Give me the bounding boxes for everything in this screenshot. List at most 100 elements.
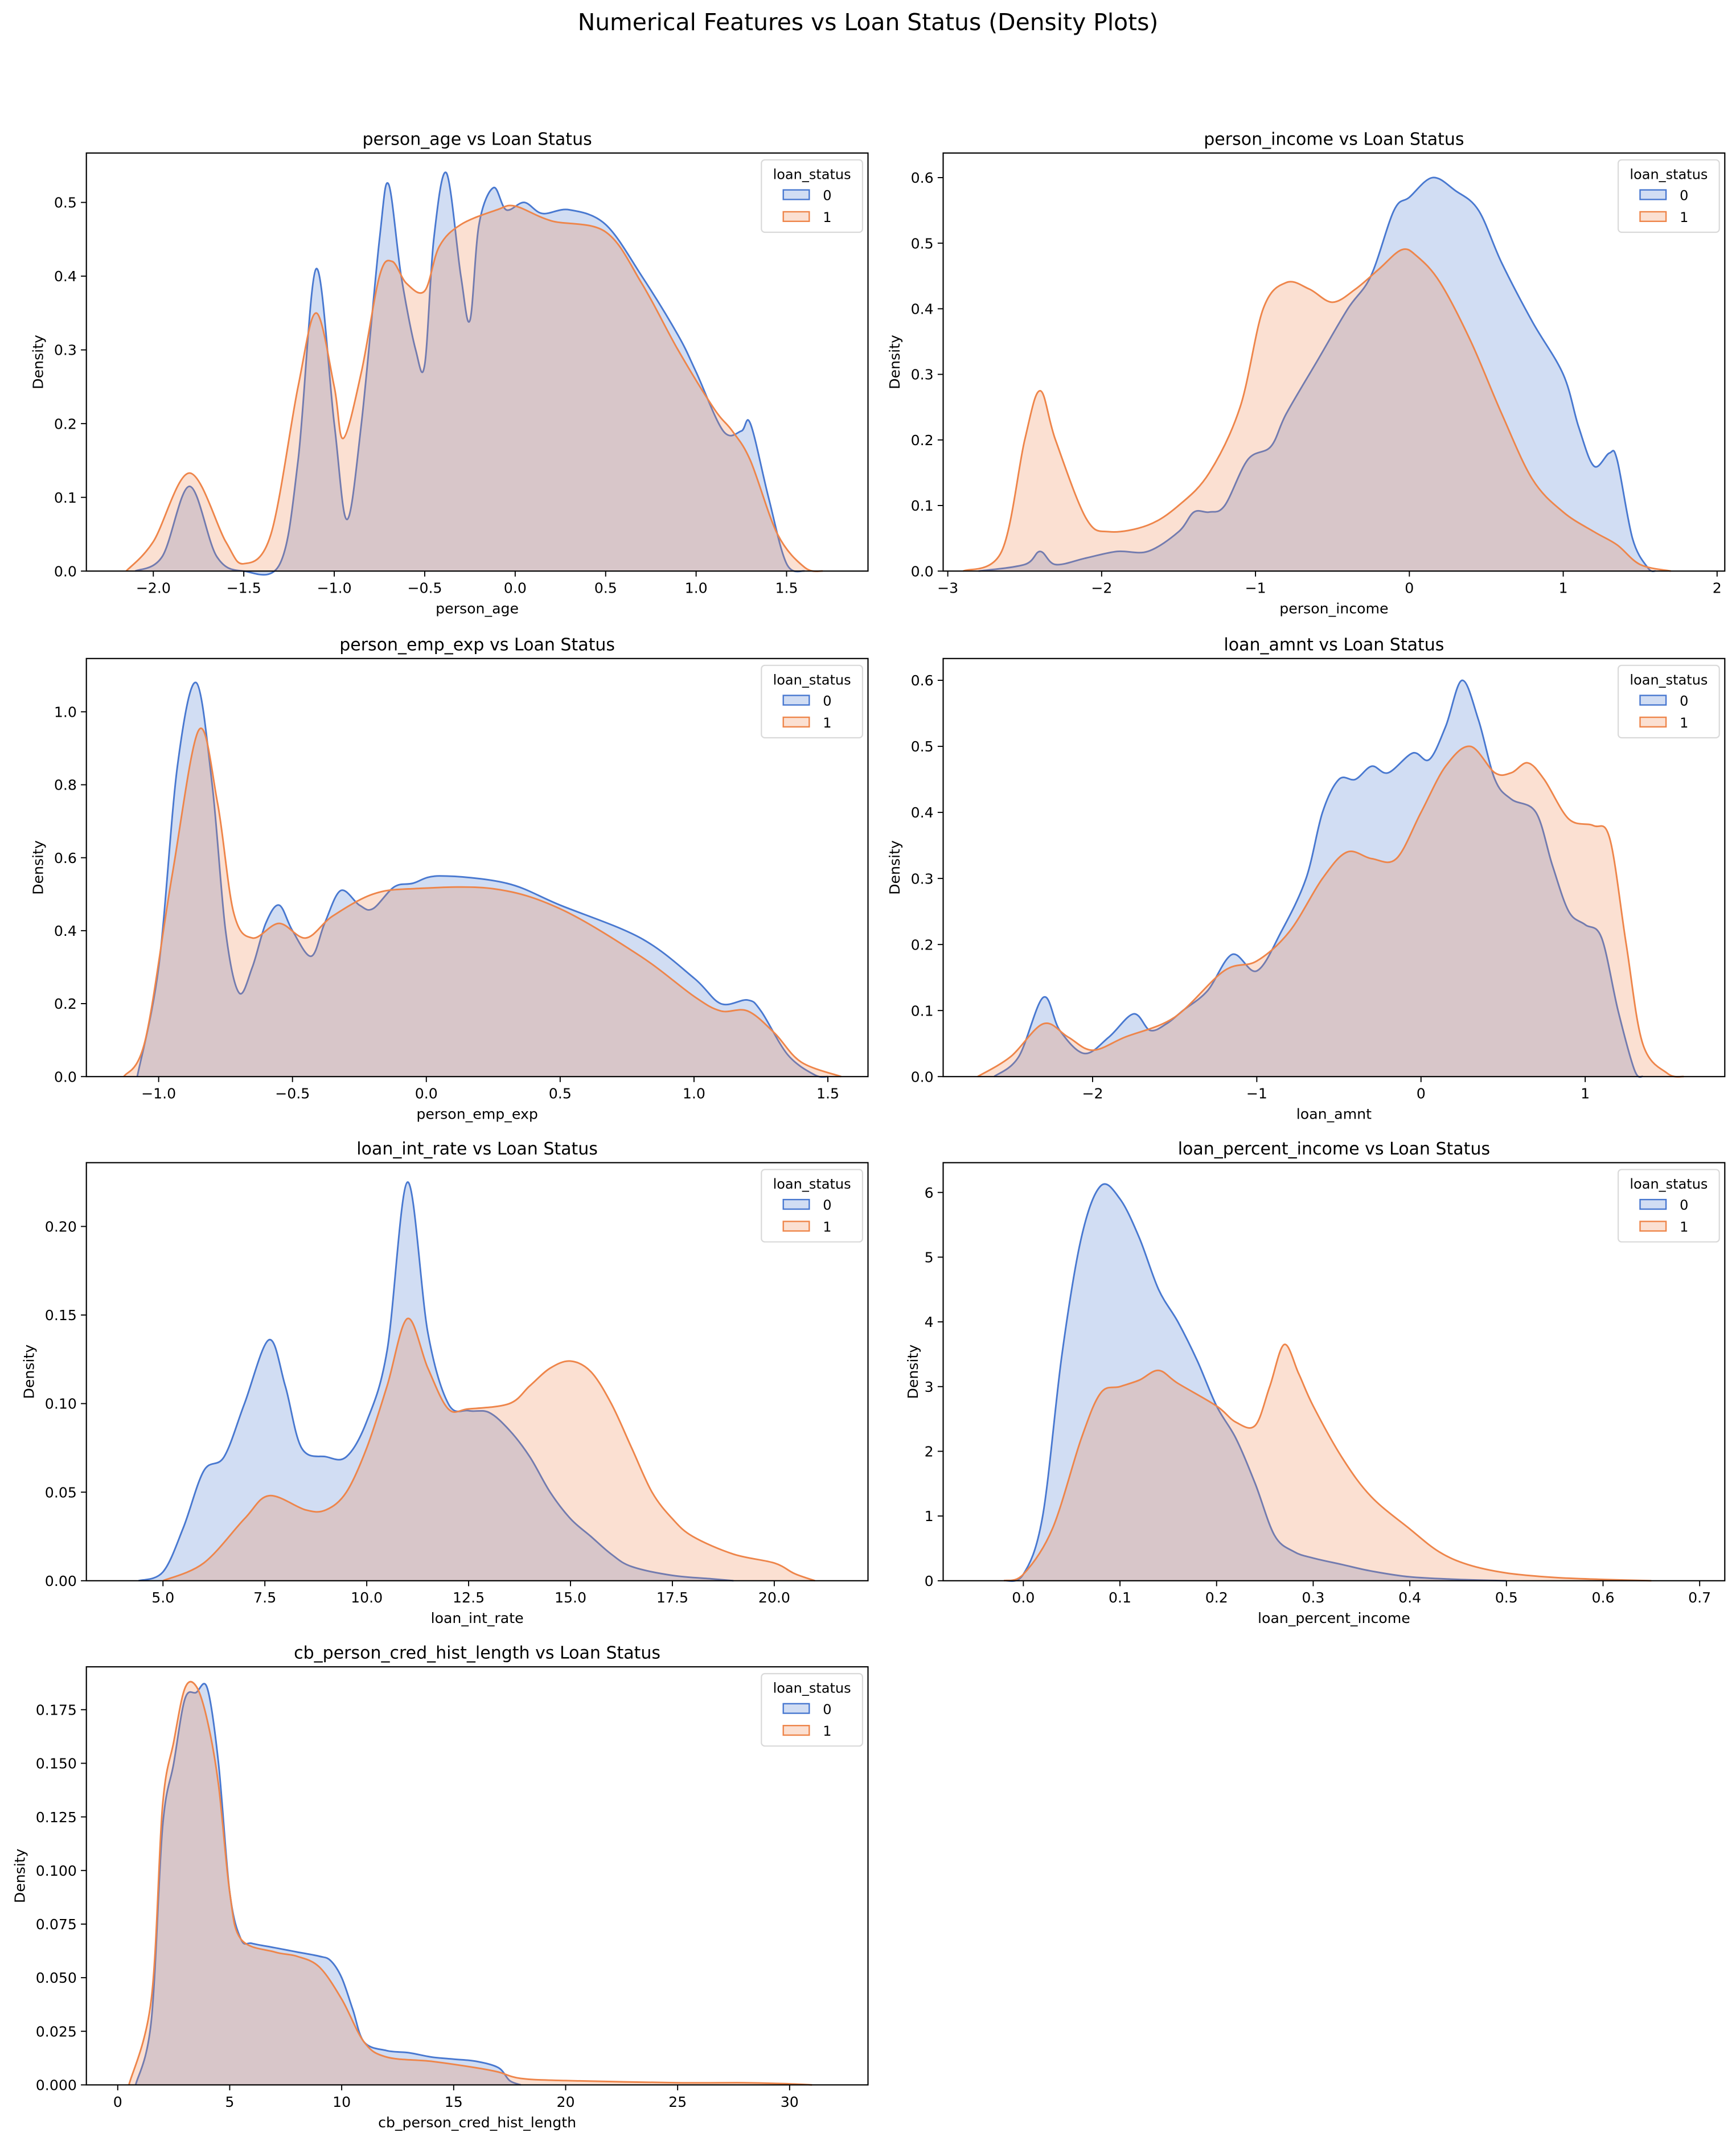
- y-axis-label: Density: [905, 1345, 921, 1399]
- legend-swatch-0: [782, 695, 810, 706]
- subplot-person-age: −2.0 −1.5 −1.0 −0.5 0.0 0.5 1.0 1.5 0.0 0.1 0.2 0.3…: [30, 129, 869, 617]
- legend-swatch-1: [782, 1221, 810, 1232]
- x-tick-label: −2: [1091, 580, 1112, 597]
- density-fill-1: [963, 249, 1671, 572]
- x-tick-label: 15: [445, 2094, 463, 2110]
- density-fill-1: [1004, 1344, 1652, 1581]
- x-tick-label: 0.2: [1205, 1589, 1228, 1606]
- y-axis-label: Density: [887, 840, 903, 895]
- legend-swatch-0: [1639, 189, 1667, 200]
- subplot-loan-int-rate: 5.0 7.5 10.0 12.5 15.0 17.5 20.0 0.00 0.05 0.10 0.…: [21, 1139, 869, 1626]
- x-tick-label: 20.0: [758, 1589, 790, 1606]
- subplots: −2.0 −1.5 −1.0 −0.5 0.0 0.5 1.0 1.5 0.0 0.1 0.2 0.3…: [12, 129, 1726, 2131]
- legend-box: [761, 1169, 863, 1243]
- x-tick-label: 1: [1559, 580, 1568, 597]
- y-tick-label: 0.15: [45, 1307, 77, 1324]
- density-fill-1: [978, 746, 1684, 1077]
- y-tick-label: 0: [925, 1573, 934, 1589]
- legend-swatch-0: [1639, 695, 1667, 706]
- x-tick-label: −2: [1082, 1086, 1103, 1102]
- y-tick-label: 0.1: [54, 490, 77, 506]
- x-tick-label: 0.3: [1302, 1589, 1324, 1606]
- legend-swatch-0: [782, 189, 810, 200]
- legend-label-0: 0: [1680, 1197, 1688, 1213]
- x-tick-label: 1.5: [775, 580, 798, 597]
- x-tick-label: −1.5: [227, 580, 261, 597]
- density-line-0: [978, 176, 1656, 572]
- y-tick-label: 0.4: [911, 301, 934, 318]
- y-tick-label: 0.6: [911, 170, 934, 186]
- y-tick-label: 0.10: [45, 1396, 77, 1412]
- density-line-1: [977, 745, 1684, 1078]
- y-tick-label: 0.4: [54, 268, 77, 285]
- y-tick-label: 0.125: [36, 1809, 77, 1826]
- x-axis-label: person_emp_exp: [416, 1106, 537, 1123]
- legend-swatch-1: [1639, 1221, 1667, 1232]
- x-tick-label: −0.5: [407, 580, 442, 597]
- legend-swatch-1: [782, 716, 810, 728]
- subplot-person-income: −3 −2 −1 0 1 2 0.0 0.1 0.2 0.3 0.4 0.5 0.6 person_inc…: [887, 129, 1726, 617]
- y-tick-label: 0.075: [36, 1916, 77, 1933]
- density-line-0: [993, 679, 1644, 1078]
- density-fill-1: [129, 1682, 812, 2085]
- y-tick-label: 0.1: [911, 498, 934, 514]
- legend-swatch-0: [782, 1199, 810, 1210]
- x-tick-label: 2: [1713, 580, 1722, 597]
- legend-label-0: 0: [823, 1197, 831, 1213]
- x-axis-label: person_age: [436, 601, 519, 617]
- y-tick-label: 0.050: [36, 1970, 77, 1986]
- y-tick-label: 0.4: [54, 923, 77, 939]
- legend-title: loan_status: [773, 1680, 851, 1696]
- legend-title: loan_status: [1630, 672, 1708, 688]
- legend-label-1: 1: [1680, 715, 1688, 731]
- density-fill-1: [163, 1318, 815, 1581]
- density-fill-0: [978, 177, 1656, 572]
- y-tick-label: 0.100: [36, 1863, 77, 1879]
- density-fill-0: [136, 1683, 521, 2085]
- y-tick-label: 0.0: [911, 1069, 934, 1085]
- density-line-0: [134, 171, 805, 576]
- legend-label-1: 1: [823, 1219, 831, 1235]
- legend-label-1: 1: [823, 715, 831, 731]
- legend-swatch-1: [782, 211, 810, 222]
- y-tick-label: 0.5: [54, 195, 77, 211]
- subplot-title: person_age vs Loan Status: [362, 129, 592, 149]
- legend-title: loan_status: [773, 1176, 851, 1192]
- density-line-1: [162, 1317, 815, 1582]
- legend-box: [1618, 664, 1720, 739]
- y-tick-label: 0.0: [54, 1069, 77, 1085]
- x-tick-label: −1: [1245, 580, 1266, 597]
- y-tick-label: 0.0: [54, 563, 77, 580]
- y-tick-label: 2: [925, 1444, 934, 1460]
- y-axis-label: Density: [21, 1345, 38, 1399]
- density-fill-1: [124, 728, 842, 1077]
- legend-title: loan_status: [1630, 166, 1708, 182]
- y-tick-label: 0.2: [911, 936, 934, 953]
- x-tick-label: 0.0: [1012, 1589, 1035, 1606]
- density-fill-0: [138, 1182, 734, 1581]
- legend-label-1: 1: [823, 1723, 831, 1739]
- legend-box: [1618, 1169, 1720, 1243]
- x-tick-label: 0: [1417, 1086, 1426, 1102]
- y-tick-label: 0.5: [911, 235, 934, 252]
- y-tick-label: 0.2: [911, 432, 934, 449]
- y-axis-label: Density: [887, 335, 903, 389]
- x-tick-label: 5: [225, 2094, 234, 2110]
- x-tick-label: −1.0: [141, 1086, 176, 1102]
- legend-label-1: 1: [1680, 1219, 1688, 1235]
- x-tick-label: 5.0: [151, 1589, 174, 1606]
- subplot-loan-amnt: −2 −1 0 1 0.0 0.1 0.2 0.3 0.4 0.5 0.6 loan_amnt Dens…: [887, 635, 1726, 1123]
- x-tick-label: 12.5: [453, 1589, 485, 1606]
- y-tick-label: 0.6: [54, 850, 77, 866]
- density-fill-0: [135, 172, 805, 575]
- legend-box: [761, 664, 863, 739]
- y-tick-label: 0.150: [36, 1756, 77, 1772]
- y-tick-label: 0.2: [54, 416, 77, 432]
- x-tick-label: 10.0: [351, 1589, 383, 1606]
- y-tick-label: 0.175: [36, 1702, 77, 1718]
- legend-box: [761, 159, 863, 233]
- subplot-cb-person-cred-hist-length: 0 5 10 15 20 25 300.0000.0250.0500.0750.1000.1…: [12, 1643, 869, 2131]
- legend-box: [761, 1673, 863, 1747]
- legend-label-1: 1: [1680, 209, 1688, 225]
